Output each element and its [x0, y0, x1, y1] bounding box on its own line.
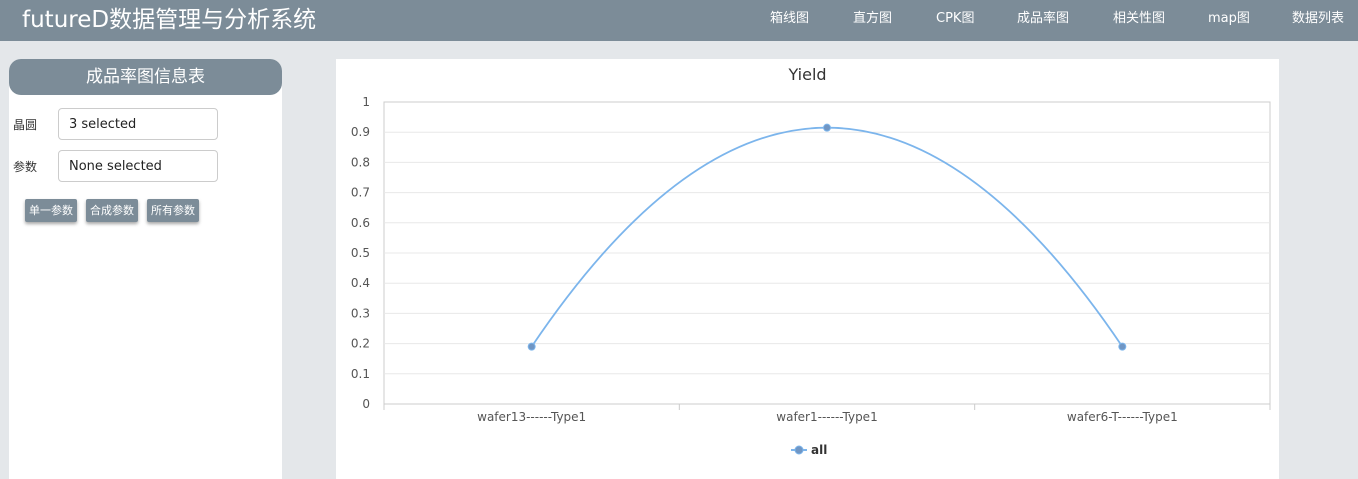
wafer-multiselect[interactable]: 3 selected — [58, 108, 218, 140]
y-tick-label: 0.8 — [351, 155, 370, 169]
y-tick-label: 0.3 — [351, 306, 370, 320]
y-tick-label: 0.9 — [351, 125, 370, 139]
y-tick-label: 0.4 — [351, 276, 370, 290]
y-tick-label: 0.2 — [351, 337, 370, 351]
legend-label: all — [811, 443, 827, 457]
yield-chart-panel: Yield 0 0.1 0.2 0.3 0.4 0.5 0.6 0.7 0.8 0.9 1 wafer… — [336, 59, 1279, 479]
x-tick-label: wafer13------Type1 — [477, 410, 586, 424]
nav-map-chart[interactable]: map图 — [1208, 11, 1250, 26]
data-point — [823, 123, 831, 132]
chart-title: Yield — [787, 65, 826, 84]
param-label: 参数 — [13, 160, 38, 174]
nav-correlation-chart[interactable]: 相关性图 — [1113, 11, 1166, 26]
x-tick-label: wafer1------Type1 — [776, 410, 877, 424]
param-multiselect[interactable]: None selected — [58, 150, 218, 182]
sidebar-panel: 成品率图信息表 晶圆 3 selected 参数 None selected 单… — [9, 59, 282, 479]
data-point — [1118, 342, 1127, 351]
nav-yield-chart[interactable]: 成品率图 — [1017, 11, 1070, 26]
legend-marker — [794, 445, 804, 455]
yield-chart: Yield 0 0.1 0.2 0.3 0.4 0.5 0.6 0.7 0.8 0.9 1 wafer… — [351, 65, 1271, 457]
nav-cpk-chart[interactable]: CPK图 — [936, 11, 975, 26]
wafer-label: 晶圆 — [13, 118, 38, 132]
sidebar-title: 成品率图信息表 — [9, 59, 282, 95]
all-params-button[interactable]: 所有参数 — [147, 199, 199, 222]
y-tick-label: 0.5 — [351, 246, 370, 260]
nav-data-list[interactable]: 数据列表 — [1292, 11, 1345, 26]
composite-param-button[interactable]: 合成参数 — [86, 199, 138, 222]
y-tick-label: 0 — [362, 397, 370, 411]
y-tick-label: 0.6 — [351, 216, 370, 230]
y-tick-label: 0.7 — [351, 186, 370, 200]
data-point — [527, 342, 536, 351]
nav-histogram[interactable]: 直方图 — [853, 11, 893, 26]
top-navbar: futureD数据管理与分析系统 箱线图 直方图 CPK图 成品率图 相关性图 … — [0, 0, 1358, 41]
x-tick-label: wafer6-T------Type1 — [1067, 410, 1178, 424]
y-tick-label: 0.1 — [351, 367, 370, 381]
nav-boxplot[interactable]: 箱线图 — [770, 11, 810, 26]
single-param-button[interactable]: 单一参数 — [25, 199, 77, 222]
y-tick-label: 1 — [362, 95, 370, 109]
app-title: futureD数据管理与分析系统 — [22, 7, 317, 33]
